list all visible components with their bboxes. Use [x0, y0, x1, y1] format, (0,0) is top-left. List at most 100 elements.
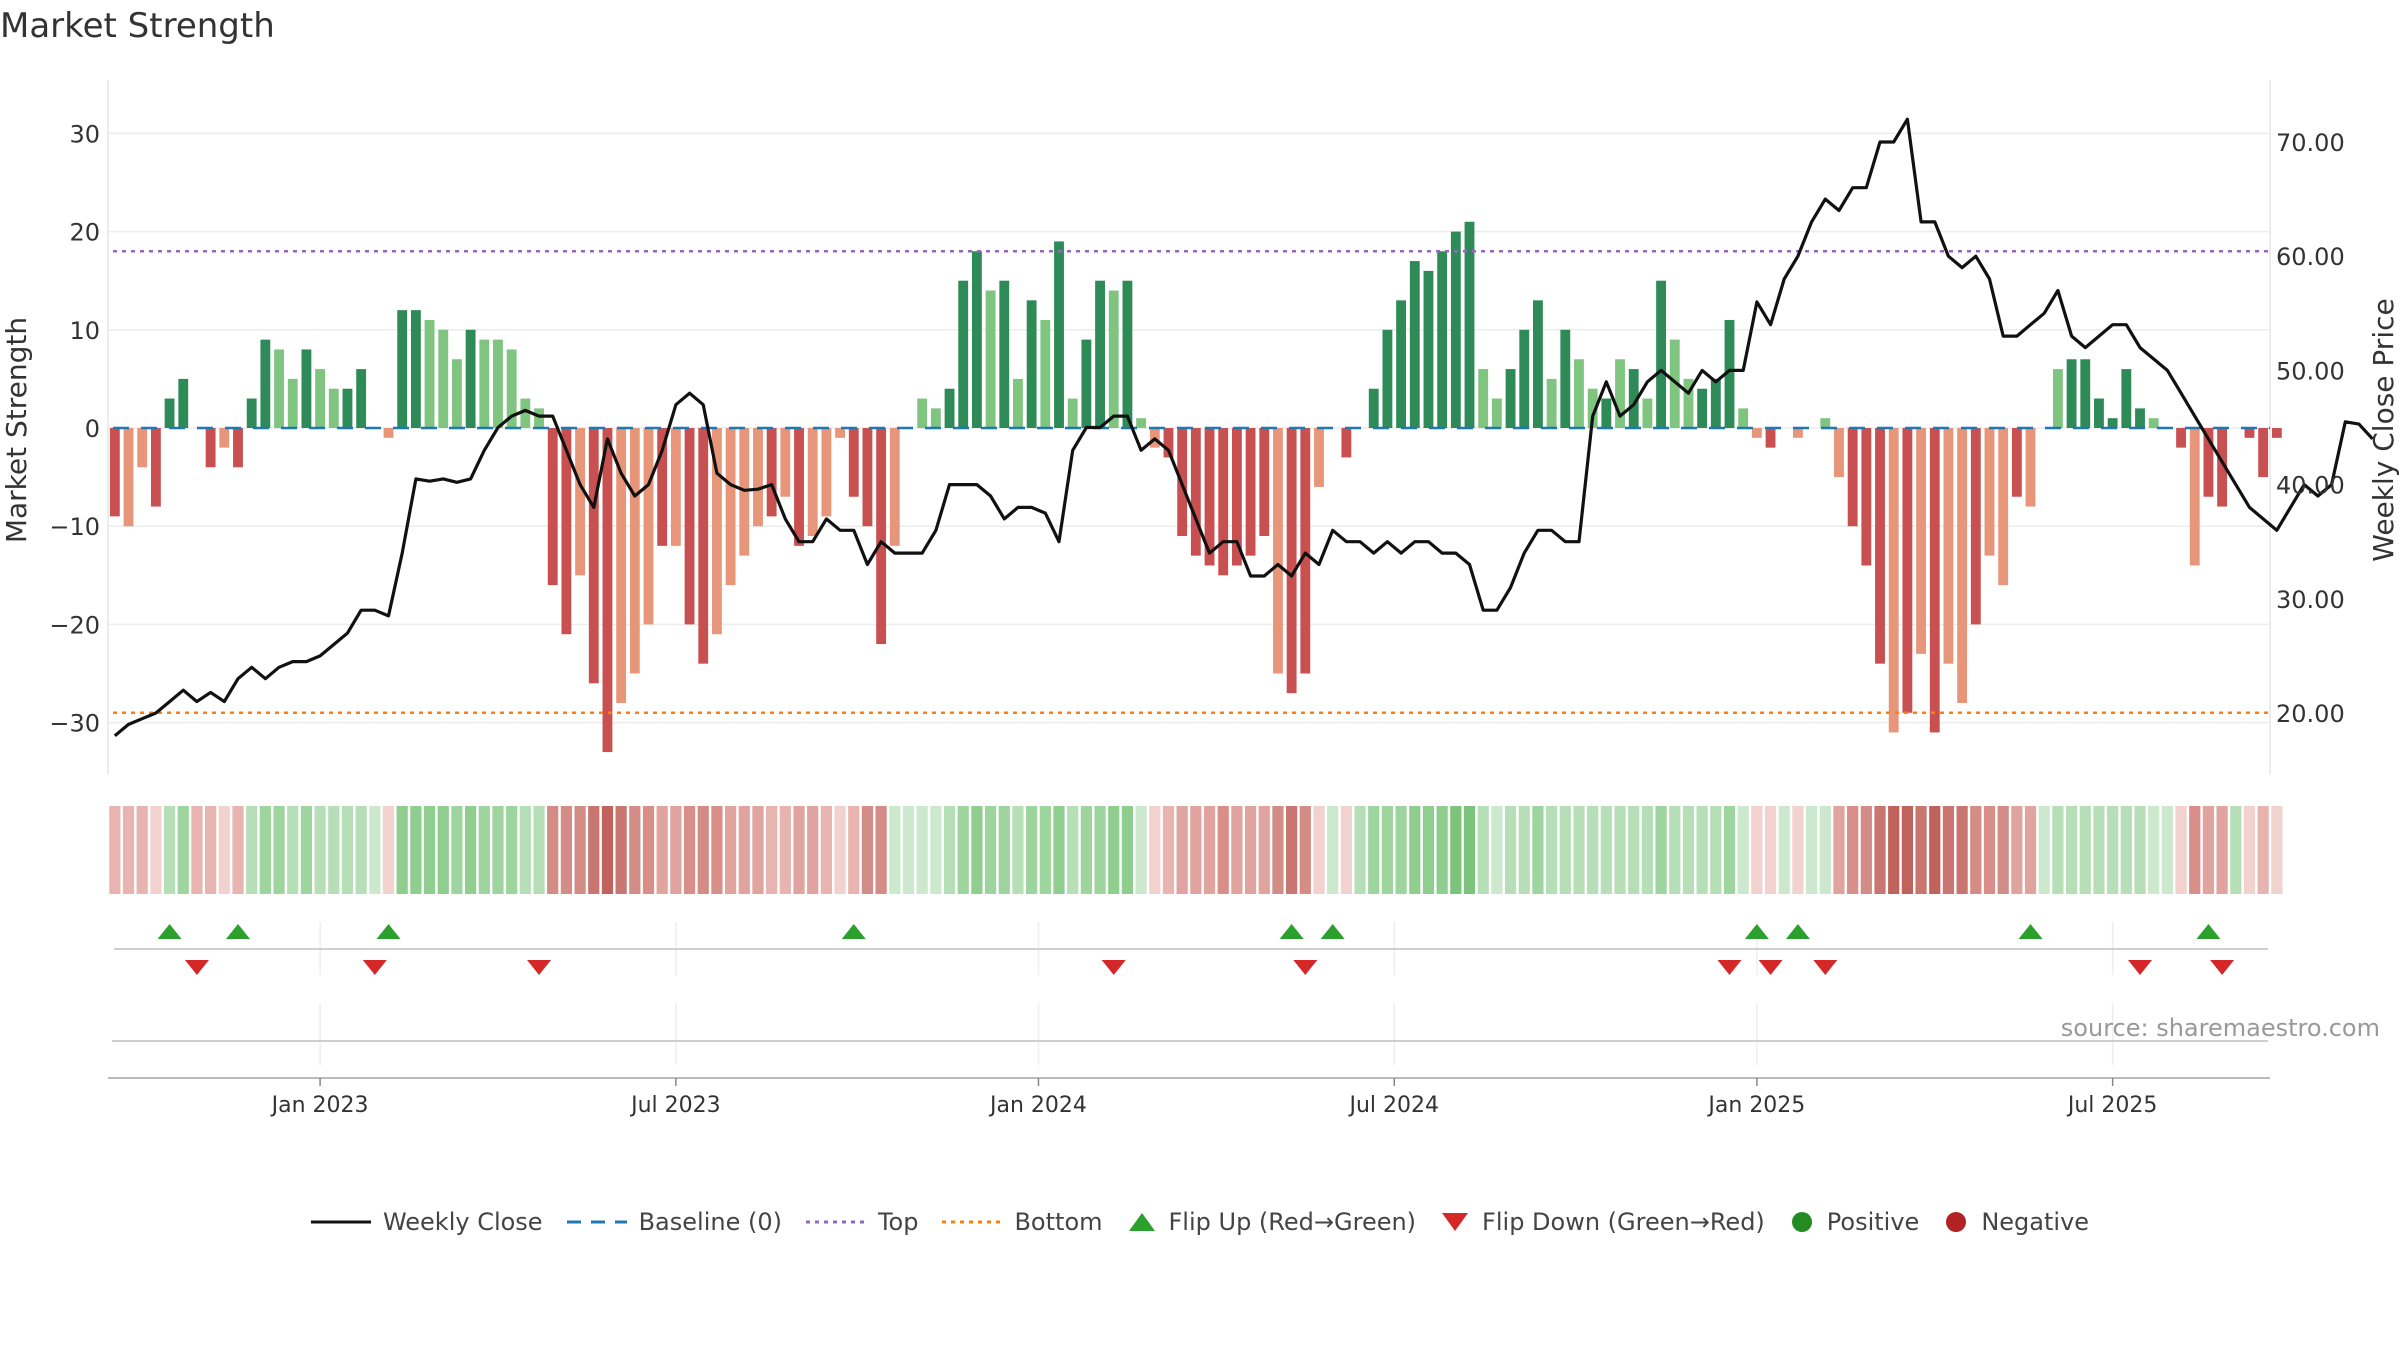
strength-bar	[1916, 428, 1926, 654]
strength-bar	[1122, 280, 1133, 428]
strength-strip-cell	[574, 806, 586, 894]
legend-top[interactable]: Top	[805, 1208, 918, 1236]
strength-strip-cell	[2107, 806, 2119, 894]
strength-bar	[2189, 428, 2200, 566]
strength-strip-cell	[300, 806, 313, 894]
strength-strip-cell	[150, 806, 162, 894]
strength-bar	[889, 428, 900, 546]
strength-bar	[1751, 428, 1762, 438]
flip-up-marker	[1744, 924, 1769, 939]
strength-bar	[1491, 398, 1502, 428]
strength-bar	[2080, 359, 2091, 428]
strength-bar	[1697, 388, 1708, 428]
strength-bar	[588, 428, 599, 684]
legend-flip-up[interactable]: Flip Up (Red→Green)	[1127, 1208, 1417, 1236]
strength-bar	[1820, 418, 1831, 428]
strength-bar	[2244, 428, 2255, 438]
legend-negative[interactable]: Negative	[1943, 1208, 2089, 1236]
strength-strip-cell	[1121, 806, 1134, 894]
strength-strip-cell	[273, 806, 285, 894]
legend-flip-down[interactable]: Flip Down (Green→Red)	[1440, 1208, 1765, 1236]
strength-bar	[465, 329, 476, 428]
strength-strip-cell	[1368, 806, 1380, 894]
strength-strip-cell	[533, 806, 545, 894]
dashed-line-icon	[566, 1220, 627, 1224]
dot-icon	[1791, 1212, 1812, 1232]
strength-strip-cell	[1477, 806, 1489, 894]
strength-strip-cell	[1340, 806, 1352, 894]
strength-bar	[1738, 408, 1749, 428]
strength-bar	[1847, 428, 1858, 527]
strength-bar	[1478, 369, 1489, 428]
strength-strip-cell	[1710, 806, 1722, 894]
strength-strip-cell	[1860, 806, 1872, 894]
strength-bar	[835, 428, 845, 438]
strength-bar	[602, 428, 613, 753]
strength-bar	[1245, 428, 1256, 556]
flip-down-marker	[527, 960, 552, 975]
y2-tick-label: 70.00	[2276, 129, 2345, 157]
strength-strip-cell	[177, 806, 189, 894]
flip-up-marker	[2196, 924, 2221, 939]
strength-bar	[958, 280, 969, 428]
strength-strip-cell	[136, 806, 148, 894]
strength-bar	[1998, 428, 2009, 586]
strength-bar	[876, 428, 887, 645]
strength-strip-cell	[1258, 806, 1270, 894]
strength-strip-cell	[1395, 806, 1407, 894]
strength-strip-cell	[2024, 806, 2037, 894]
strength-strip-cell	[984, 806, 997, 894]
strength-bar	[1013, 378, 1023, 428]
strength-bar	[274, 349, 284, 428]
strength-strip-cell	[1067, 806, 1079, 894]
strength-strip-cell	[1149, 806, 1161, 894]
strength-bar	[2011, 428, 2022, 497]
strength-strip-cell	[1026, 806, 1038, 894]
strength-bar	[328, 388, 339, 428]
strength-strip-cell	[205, 806, 217, 894]
strength-bar	[2217, 428, 2228, 507]
strength-strip-cell	[971, 806, 983, 894]
flip-down-marker	[1101, 960, 1126, 975]
strength-strip-cell	[916, 806, 928, 894]
strength-bar	[260, 339, 271, 428]
flip-down-marker	[1717, 960, 1742, 975]
legend-baseline[interactable]: Baseline (0)	[566, 1208, 782, 1236]
strength-strip-cell	[1436, 806, 1448, 894]
strength-strip-cell	[957, 806, 969, 894]
strength-bar	[917, 398, 928, 428]
strength-bar	[561, 428, 572, 635]
strength-bar	[424, 319, 435, 428]
strength-bar	[1957, 428, 1968, 703]
strength-strip-cell	[1299, 806, 1311, 894]
strength-strip-cell	[766, 806, 778, 894]
strength-bar	[479, 339, 490, 428]
legend-label: Flip Up (Red→Green)	[1168, 1208, 1417, 1236]
legend-positive[interactable]: Positive	[1789, 1208, 1919, 1236]
strength-strip-cell	[1792, 806, 1804, 894]
strength-bar	[137, 428, 148, 468]
strength-strip-cell	[1929, 806, 1941, 894]
legend-bottom[interactable]: Bottom	[942, 1208, 1103, 1236]
strength-strip-cell	[1409, 806, 1421, 894]
legend-weekly-close[interactable]: Weekly Close	[310, 1208, 543, 1236]
strength-strip-cell	[2148, 806, 2160, 894]
strength-strip-cell	[1723, 806, 1736, 894]
strength-strip-cell	[820, 806, 832, 894]
strength-strip-cell	[2065, 806, 2078, 894]
strength-strip-cell	[1135, 806, 1147, 894]
strength-bar	[506, 349, 517, 428]
strength-strip-cell	[642, 806, 655, 894]
strength-bar	[711, 428, 722, 635]
strength-strip-cell	[1737, 806, 1749, 894]
strength-bar	[971, 251, 982, 428]
dotted-line-icon	[942, 1220, 1003, 1224]
strength-strip-cell	[1080, 806, 1092, 894]
flip-up-marker	[1785, 924, 1810, 939]
strength-strip-cell	[1778, 806, 1790, 894]
strength-strip-cell	[1286, 806, 1298, 894]
strength-strip-cell	[902, 806, 915, 894]
strength-bar	[1984, 428, 1995, 556]
strength-strip-cell	[1641, 806, 1654, 894]
legend-label: Baseline (0)	[638, 1208, 782, 1236]
